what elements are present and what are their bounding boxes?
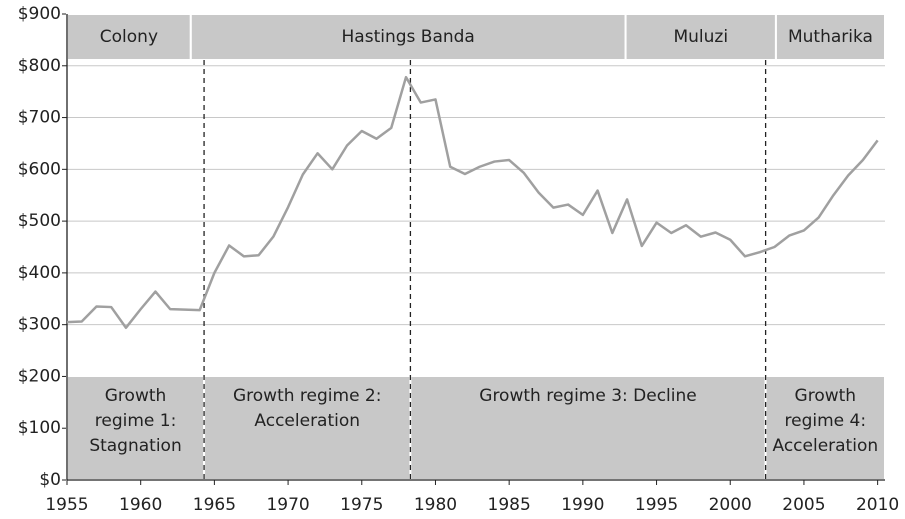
y-tick-label: $700 xyxy=(18,108,61,128)
regime-label: Growth xyxy=(795,386,857,406)
x-tick-label: 2005 xyxy=(782,495,825,515)
leader-label: Mutharika xyxy=(788,27,873,47)
x-tick-label: 2010 xyxy=(856,495,899,515)
x-tick-label: 1990 xyxy=(561,495,604,515)
x-tick-label: 1970 xyxy=(266,495,309,515)
x-tick-label: 1985 xyxy=(488,495,531,515)
regime-label: Acceleration xyxy=(254,411,360,431)
regime-label: regime 1: xyxy=(95,411,177,431)
y-tick-label: $400 xyxy=(18,263,61,283)
leader-band xyxy=(774,13,887,61)
y-tick-label: $100 xyxy=(18,418,61,438)
x-tick-label: 1975 xyxy=(340,495,383,515)
regime-label: Growth regime 2: xyxy=(233,386,382,406)
x-tick-label: 1995 xyxy=(635,495,678,515)
regime-label: Growth regime 3: Decline xyxy=(479,386,696,406)
leader-label: Muluzi xyxy=(673,27,728,47)
y-tick-label: $600 xyxy=(18,159,61,179)
leader-band xyxy=(624,13,777,61)
y-tick-label: $0 xyxy=(39,470,61,490)
y-tick-label: $200 xyxy=(18,366,61,386)
regime-label: regime 4: xyxy=(785,411,867,431)
leader-band xyxy=(189,13,627,61)
regime-label: Acceleration xyxy=(772,436,878,456)
x-tick-label: 1965 xyxy=(193,495,236,515)
y-tick-label: $300 xyxy=(18,315,61,335)
y-tick-label: $900 xyxy=(18,4,61,24)
regime-label: Growth xyxy=(105,386,167,406)
x-tick-label: 1980 xyxy=(414,495,457,515)
y-tick-label: $800 xyxy=(18,56,61,76)
regime-label: Stagnation xyxy=(89,436,181,456)
x-tick-label: 1960 xyxy=(119,495,162,515)
leader-label: Colony xyxy=(100,27,158,47)
data-line xyxy=(66,75,879,330)
y-tick-label: $500 xyxy=(18,211,61,231)
regime-band xyxy=(764,375,886,481)
leader-label: Hastings Banda xyxy=(342,27,475,47)
x-tick-label: 2000 xyxy=(709,495,752,515)
x-tick-label: 1955 xyxy=(45,495,88,515)
